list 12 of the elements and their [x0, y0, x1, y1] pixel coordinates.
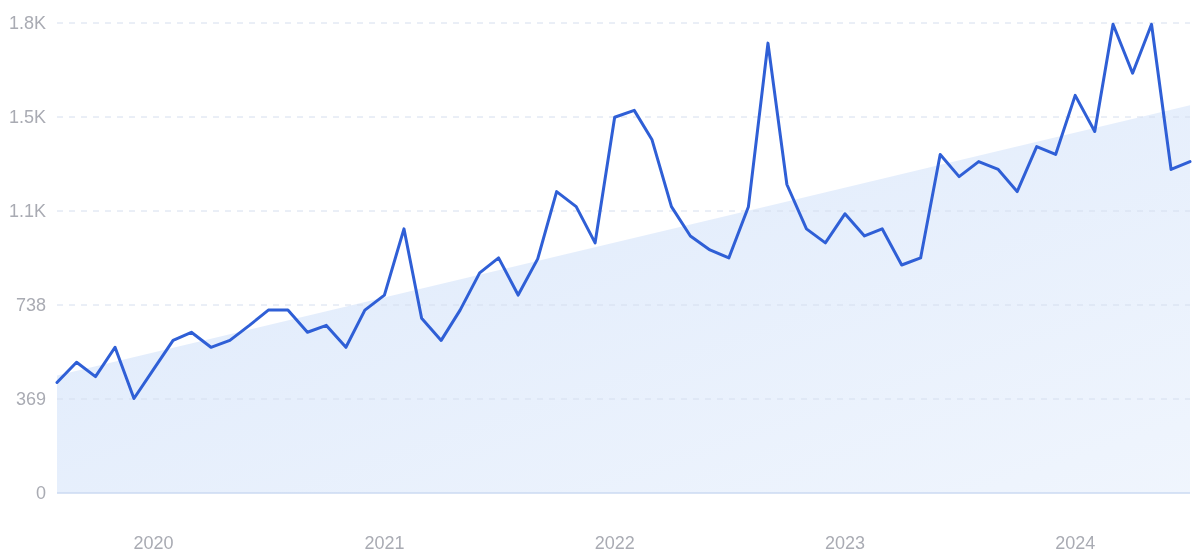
- y-tick-label: 369: [15, 389, 46, 410]
- y-tick-label: 1.1K: [8, 201, 46, 222]
- y-tick-label: 1.8K: [8, 13, 46, 34]
- x-tick-label: 2020: [133, 533, 174, 554]
- x-tick-label: 2023: [824, 533, 865, 554]
- x-tick-label: 2022: [594, 533, 635, 554]
- line-series: [55, 22, 1192, 400]
- x-tick-label: 2024: [1055, 533, 1096, 554]
- y-tick-label: 738: [15, 295, 46, 316]
- y-tick-label: 1.5K: [8, 107, 46, 128]
- x-tick-label: 2021: [364, 533, 405, 554]
- y-tick-label: 0: [35, 483, 46, 504]
